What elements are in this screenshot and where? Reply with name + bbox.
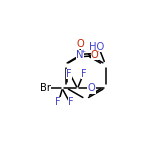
Text: O: O <box>88 83 95 93</box>
Text: N: N <box>76 50 84 60</box>
Text: O: O <box>91 50 99 60</box>
Text: Br: Br <box>40 83 51 93</box>
Text: -: - <box>97 49 99 54</box>
Text: F: F <box>68 97 73 107</box>
Text: F: F <box>81 69 87 79</box>
Text: +: + <box>80 49 85 54</box>
Text: HO: HO <box>89 42 104 52</box>
Text: O: O <box>77 39 85 48</box>
Text: F: F <box>66 69 72 79</box>
Text: F: F <box>55 97 61 107</box>
